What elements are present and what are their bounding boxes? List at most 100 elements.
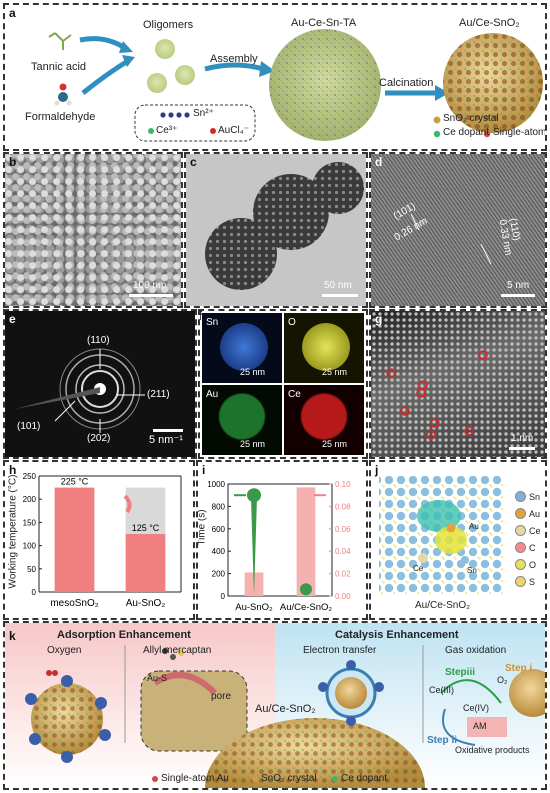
- bar: [54, 487, 95, 592]
- panel-c: c 50 nm: [184, 152, 368, 308]
- legend-swatch: [515, 491, 526, 502]
- haadf-image: [371, 311, 545, 457]
- y-axis-label: Time (s): [196, 509, 208, 546]
- x-tick-label: Au-SnO₂: [235, 602, 273, 613]
- eds-scale-ce: 25 nm: [322, 439, 348, 449]
- ion-ce-label: Ce³⁺: [156, 125, 178, 136]
- ce4-label: Ce(IV): [463, 703, 490, 713]
- atom-ce-label: Ce: [413, 564, 424, 573]
- y2-tick-label: 0.00: [335, 592, 351, 601]
- scale-bar: [322, 294, 358, 297]
- tem-spheres: [205, 162, 364, 290]
- response-spike: [251, 497, 257, 596]
- step-ii-label: Step ii: [427, 735, 458, 746]
- tannic-acid-icon: [48, 32, 72, 50]
- am-label: AM: [473, 721, 487, 731]
- panel-d: d (101) 0.26 nm (110) 0.33 nm 5 nm: [369, 152, 547, 308]
- bar-chart-h: 0 50 100 150 200 250 225 °C mesoSnO₂ 125 °C Au-Sn…: [23, 472, 182, 609]
- legend-item: Sn: [515, 488, 541, 505]
- y2-tick-label: 0.08: [335, 502, 351, 511]
- legend-item: O: [515, 556, 541, 573]
- lattice-markers: [410, 213, 492, 265]
- panel-k: k Adsorption E: [3, 621, 547, 790]
- sem-image: [5, 154, 181, 306]
- panel-f-label: f: [198, 309, 202, 323]
- scale-bar: [153, 429, 183, 432]
- legend-text: Au: [529, 508, 541, 519]
- tannic-acid-label: Tannic acid: [31, 61, 87, 73]
- eds-map-au: Au 25 nm: [202, 385, 282, 455]
- panel-f: Sn 25 nm O 25 nm Au 25 nm Ce 25 nm f: [198, 309, 368, 459]
- scale-bar: [509, 447, 535, 450]
- bar-background: [125, 487, 166, 534]
- eds-label-ce: Ce: [288, 389, 301, 400]
- y-tick-label: 400: [212, 547, 226, 556]
- x-tick-label: Au/Ce-SnO₂: [280, 602, 333, 613]
- legend-sno2: SnO₂ crystal: [443, 113, 499, 124]
- y-tick-label: 100: [23, 542, 37, 551]
- assembly-label: Assembly: [210, 53, 258, 65]
- au-s-label: Au-S: [147, 673, 168, 683]
- y-axis-label: Working temperature (°C): [7, 474, 19, 589]
- eds-scale-sn: 25 nm: [240, 367, 266, 377]
- eds-map-ce: Ce 25 nm: [284, 385, 364, 455]
- bar-value-label: 125 °C: [132, 523, 160, 533]
- legend-text: Ce: [529, 525, 541, 536]
- scale-text: 100 nm: [133, 280, 167, 291]
- ring-110-label: (110): [87, 335, 110, 346]
- mechanism-scheme: [25, 645, 545, 788]
- y-tick-label: 200: [212, 570, 226, 579]
- legend-swatch: [515, 576, 526, 587]
- x-tick-label: Au-SnO₂: [126, 598, 166, 609]
- eds-map-o: O 25 nm: [284, 313, 364, 383]
- panel-a-label: a: [9, 6, 16, 20]
- step-iii-label: Stepiii: [445, 667, 476, 678]
- panel-j: j Au Ce Sn Sn Au Ce C O S Au/Ce-SnO₂: [369, 460, 547, 620]
- panel-c-label: c: [190, 155, 197, 169]
- panel-d-label: d: [375, 155, 383, 169]
- dft-structure: [379, 476, 503, 594]
- element-legend: Sn Au Ce C O S: [515, 488, 541, 590]
- y-tick-label: 200: [23, 495, 37, 504]
- product-label: Au/Ce-SnO₂: [255, 703, 316, 715]
- legend-swatch: [515, 508, 526, 519]
- y-tick-label: 1000: [207, 480, 225, 489]
- green-gas-icon: [247, 488, 261, 503]
- ring-202-label: (202): [87, 433, 111, 444]
- legend-au: Single-atom Au: [493, 127, 547, 138]
- panel-g-label: g: [375, 312, 383, 326]
- legend-swatch: [515, 542, 526, 553]
- eds-label-sn: Sn: [206, 317, 219, 328]
- bar-value-label: 225 °C: [61, 477, 89, 487]
- single-atom-markers: [386, 350, 488, 440]
- product-label: Au/Ce-SnO₂: [459, 17, 520, 29]
- y2-tick-label: 0.06: [335, 525, 351, 534]
- panel-b-label: b: [9, 155, 17, 169]
- catalysis-title: Catalysis Enhancement: [335, 629, 459, 641]
- au-ce-sn-ta-label: Au-Ce-Sn-TA: [291, 17, 357, 29]
- saed-rings: [15, 348, 145, 433]
- panel-e: e (110) (211) (101) (202) 5 nm⁻¹: [3, 309, 197, 459]
- legend-item: S: [515, 573, 541, 590]
- scale-bar: [129, 294, 173, 297]
- x-tick-label: mesoSnO₂: [50, 598, 98, 609]
- y2-tick-label: 0.04: [335, 547, 351, 556]
- pore-label: pore: [211, 691, 232, 702]
- y-tick-label: 250: [23, 472, 37, 481]
- y-tick-label: 150: [23, 518, 37, 527]
- ce3-label: Ce(III): [429, 685, 455, 695]
- legend-item: C: [515, 539, 541, 556]
- panel-b: b 100 nm: [3, 152, 183, 308]
- calcination-label: Calcination: [379, 77, 434, 89]
- scale-text: 50 nm: [324, 280, 352, 291]
- eds-label-au: Au: [206, 389, 219, 400]
- y-tick-label: 0: [221, 592, 226, 601]
- panel-h-label: h: [9, 463, 17, 477]
- legend-text: S: [529, 576, 536, 587]
- y-tick-label: 800: [212, 502, 226, 511]
- legend-text: Sn: [529, 491, 541, 502]
- scale-text: 5 nm: [507, 280, 530, 291]
- eds-label-o: O: [288, 317, 296, 328]
- arrow-icon: [123, 494, 132, 514]
- legend-item: Ce: [515, 522, 541, 539]
